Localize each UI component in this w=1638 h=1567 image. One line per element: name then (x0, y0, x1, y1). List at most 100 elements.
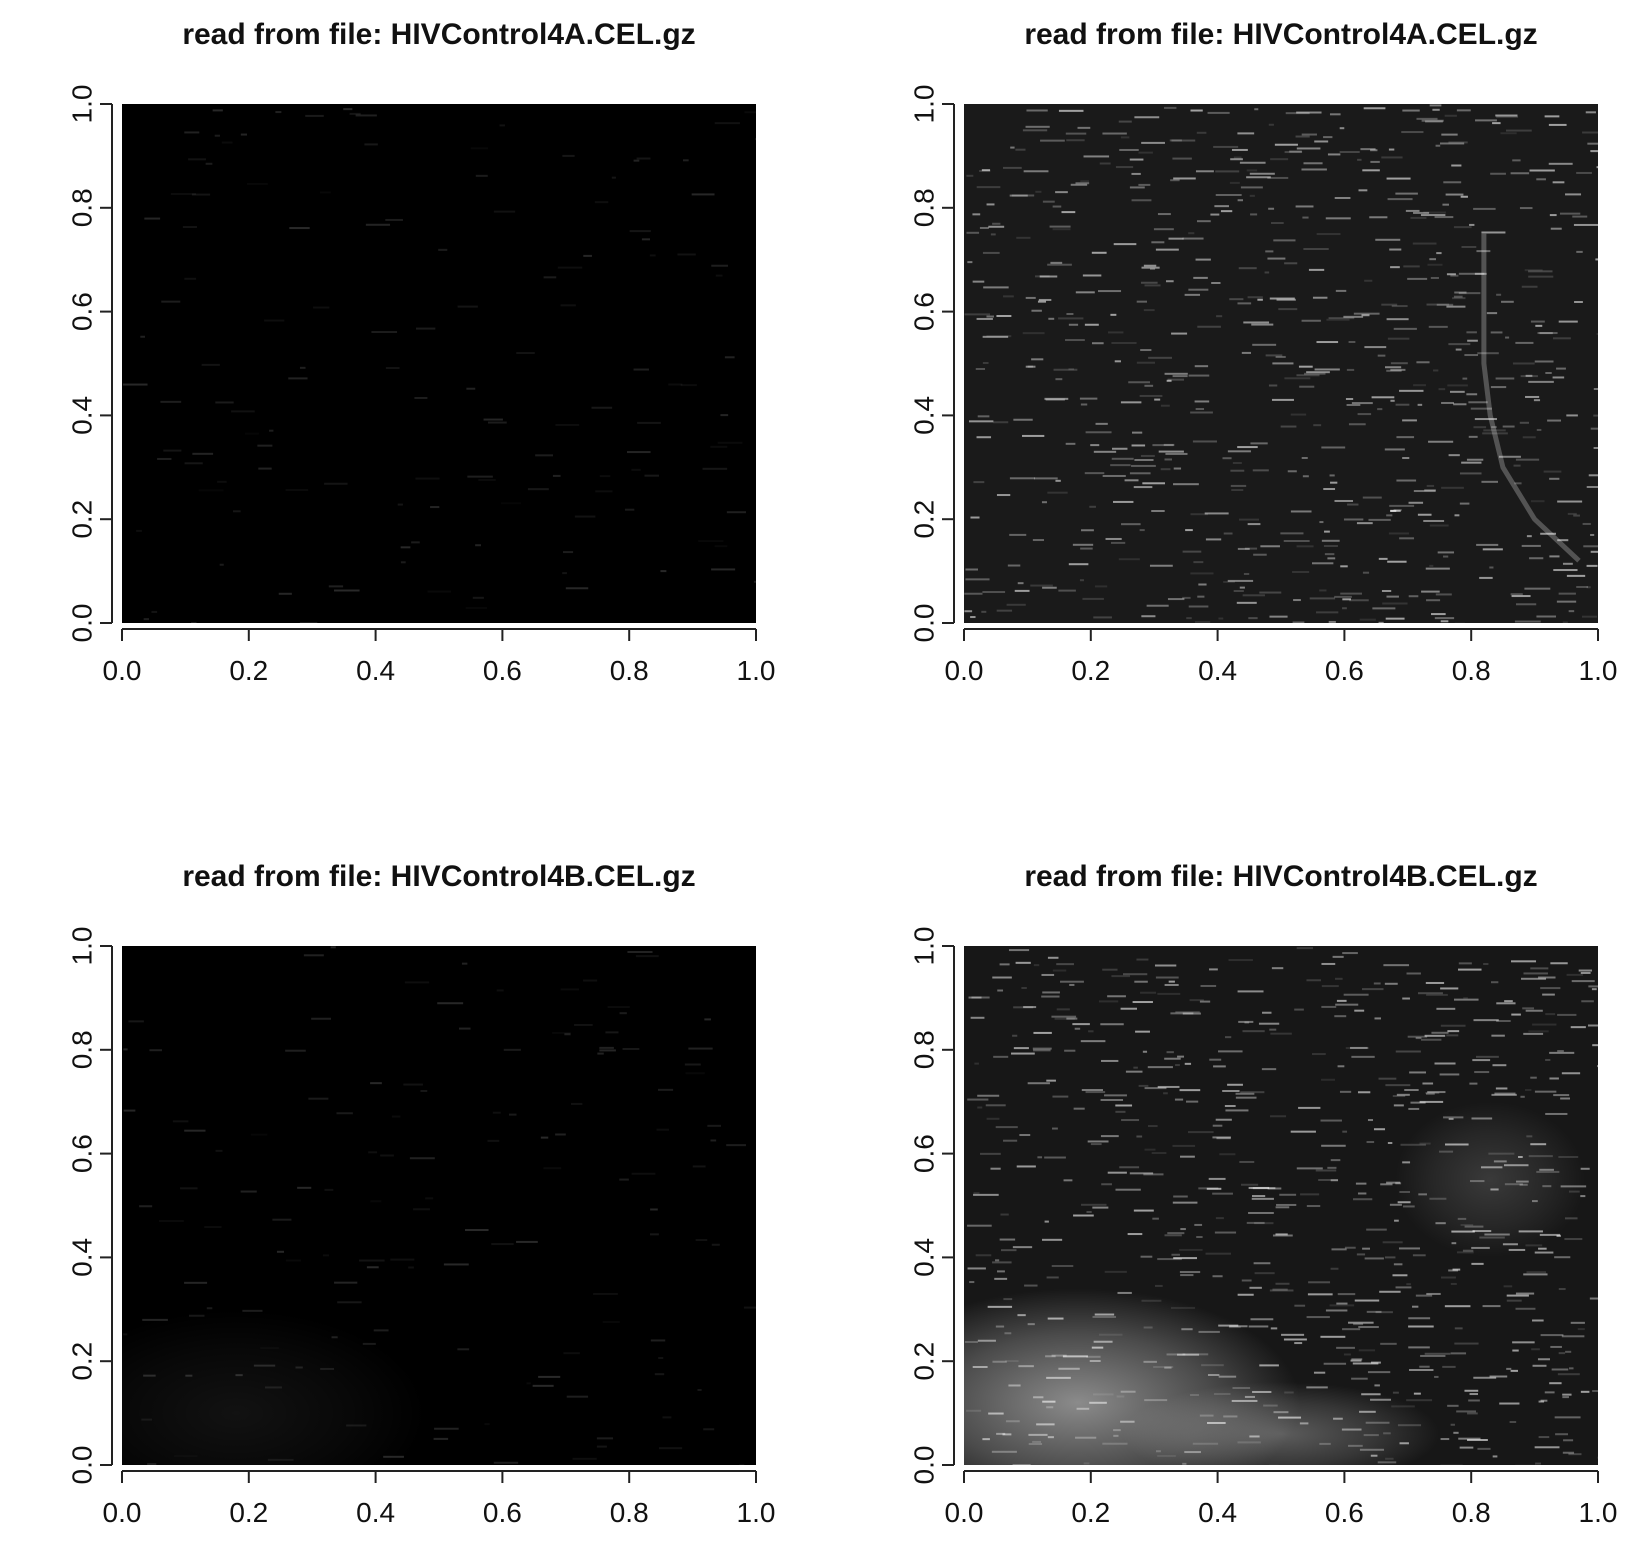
speckle (1009, 194, 1028, 197)
speckle (1027, 365, 1033, 368)
speckle (583, 979, 598, 982)
speckle (1080, 547, 1093, 550)
speckle (1576, 171, 1592, 174)
speckle (1198, 583, 1207, 586)
speckle (1032, 1440, 1042, 1443)
speckle (1000, 1213, 1009, 1216)
speckle (1302, 475, 1309, 478)
speckle (1143, 1173, 1164, 1176)
speckle (1469, 1082, 1478, 1085)
speckle (1306, 979, 1321, 982)
speckle (1395, 403, 1410, 406)
speckle (1426, 599, 1441, 602)
x-tick-label: 0.6 (1325, 1497, 1364, 1528)
speckle (1329, 1304, 1355, 1307)
speckle (1013, 1047, 1029, 1050)
speckle (1391, 1405, 1415, 1408)
artifact-blob (122, 1309, 427, 1465)
speckle (1528, 380, 1554, 383)
speckle (1184, 293, 1201, 296)
speckle (1425, 1092, 1435, 1095)
speckle (724, 356, 735, 359)
speckle (373, 1329, 389, 1332)
speckle (1243, 321, 1270, 324)
speckle (1399, 537, 1415, 540)
speckle (1265, 354, 1283, 357)
speckle (1219, 1153, 1236, 1156)
speckle (982, 251, 1000, 254)
speckle (574, 1023, 593, 1026)
speckle (140, 335, 145, 338)
speckle (996, 494, 1011, 497)
speckle (1413, 1392, 1421, 1395)
speckle (711, 1243, 720, 1246)
speckle (1190, 513, 1208, 516)
y-tick-label: 0.6 (67, 1134, 98, 1173)
speckle (1095, 422, 1108, 425)
speckle (466, 607, 487, 609)
speckle (1298, 365, 1313, 368)
speckle (1506, 1367, 1512, 1370)
speckle (1468, 435, 1478, 438)
speckle (1321, 1005, 1337, 1008)
speckle (992, 1261, 1012, 1264)
speckle (1209, 1058, 1222, 1061)
speckle (1334, 499, 1354, 502)
speckle (1143, 309, 1155, 312)
speckle (1154, 1284, 1163, 1287)
speckle (1504, 1183, 1523, 1186)
speckle (1425, 567, 1450, 570)
speckle (1175, 1064, 1180, 1067)
speckle (313, 306, 330, 309)
speckle (1036, 1423, 1055, 1426)
speckle (1480, 1166, 1503, 1169)
speckle (1395, 1286, 1412, 1289)
speckle (214, 134, 220, 137)
speckle (322, 1254, 329, 1257)
speckle (1510, 1369, 1518, 1372)
speckle (1218, 617, 1224, 620)
speckle (1552, 376, 1565, 379)
speckle (1100, 1098, 1124, 1101)
speckle (1384, 1256, 1396, 1259)
speckle (1410, 216, 1427, 219)
speckle (242, 1309, 263, 1312)
speckle (433, 1437, 449, 1440)
speckle (971, 996, 990, 999)
speckle (1026, 109, 1048, 112)
speckle (1460, 195, 1468, 198)
chart-panel-2: read from file: HIVControl4A.CEL.gz0.0 0.… (909, 18, 1618, 686)
speckle (1240, 186, 1263, 189)
speckle (1395, 1182, 1402, 1185)
speckle (1516, 1180, 1529, 1183)
speckle (967, 1267, 986, 1270)
speckle (1387, 1142, 1393, 1145)
speckle (1425, 120, 1443, 123)
speckle (1182, 1353, 1209, 1356)
speckle (1290, 413, 1307, 416)
speckle (1308, 1281, 1331, 1284)
speckle (720, 414, 729, 417)
speckle (1281, 1333, 1305, 1336)
speckle (295, 1366, 303, 1369)
speckle (1198, 1187, 1219, 1190)
speckle (1065, 442, 1076, 445)
speckle (1512, 362, 1535, 365)
speckle (1521, 544, 1541, 547)
speckle (1332, 955, 1344, 958)
speckle (1381, 156, 1403, 159)
speckle (143, 618, 150, 621)
speckle (383, 1455, 404, 1458)
speckle (1515, 1464, 1536, 1465)
speckle (1144, 1148, 1156, 1151)
speckle (753, 580, 756, 583)
speckle (1473, 426, 1487, 429)
speckle (532, 1384, 554, 1387)
speckle (1544, 115, 1560, 118)
speckle (1512, 159, 1521, 162)
speckle (1412, 1254, 1426, 1257)
speckle (1359, 1448, 1385, 1451)
speckle (1538, 976, 1556, 979)
x-tick-label: 0.0 (945, 655, 984, 686)
speckle (1105, 537, 1122, 540)
